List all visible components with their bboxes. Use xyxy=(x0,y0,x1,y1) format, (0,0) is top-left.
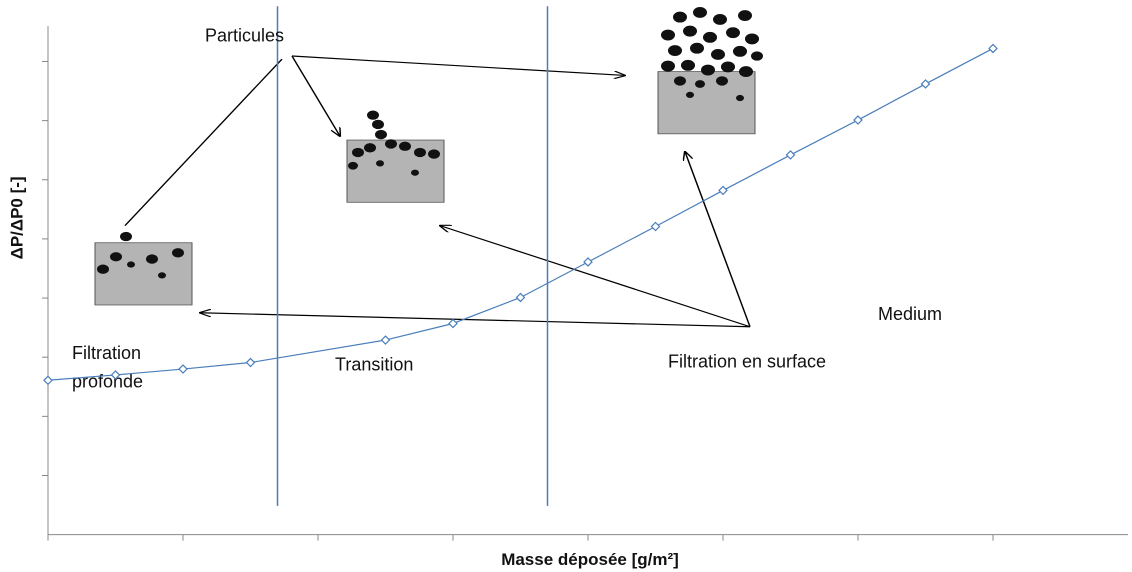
y-axis-label: ΔP/ΔP0 [-] xyxy=(7,176,26,259)
annotation: Medium xyxy=(878,304,942,324)
arrows xyxy=(124,55,751,328)
annotation: Particules xyxy=(205,25,284,45)
data-point xyxy=(920,79,931,89)
filter-deep xyxy=(94,231,193,306)
data-point xyxy=(178,364,188,374)
illustrations xyxy=(94,7,763,328)
data-point xyxy=(245,357,256,368)
data-point xyxy=(718,185,728,196)
x-axis-label: Masse déposée [g/m²] xyxy=(501,550,679,569)
data-point xyxy=(380,335,391,345)
data-point xyxy=(785,150,796,160)
filter-transition xyxy=(346,110,445,203)
data-point xyxy=(43,375,53,386)
data-point xyxy=(853,115,863,125)
annotation: Filtration en surface xyxy=(668,351,826,371)
annotation: Filtration xyxy=(72,343,141,363)
data-point xyxy=(650,221,661,232)
series-line xyxy=(47,47,994,381)
data-point xyxy=(583,257,593,267)
data-point xyxy=(988,43,998,54)
annotation: profonde xyxy=(72,372,143,392)
data-point xyxy=(110,370,121,380)
filter-surface xyxy=(657,7,763,135)
data-point xyxy=(448,318,458,329)
annotation: Transition xyxy=(335,355,413,375)
data-point xyxy=(515,292,526,303)
